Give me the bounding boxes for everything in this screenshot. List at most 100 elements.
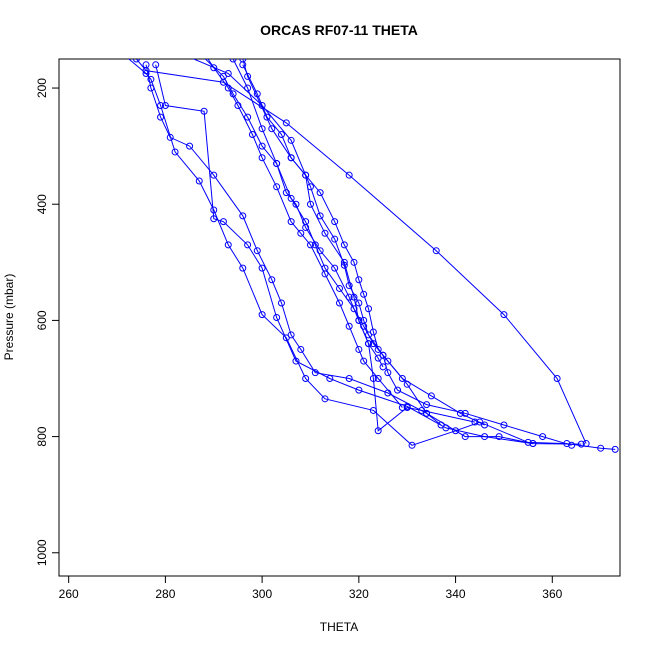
data-point [302,171,310,179]
data-point [210,171,218,179]
data-point [398,374,406,382]
series-10 [207,59,406,412]
data-point [539,433,547,441]
data-point [384,357,392,365]
series-line [128,59,616,450]
data-point [157,101,165,109]
data-point [500,421,508,429]
data-point [374,427,382,435]
series-8 [132,59,590,448]
data-point [306,241,314,249]
data-point [268,125,276,133]
data-point [374,345,382,353]
data-point [326,374,334,382]
data-point [321,229,329,237]
data-point [297,345,305,353]
series-line [242,64,485,426]
data-point [316,189,324,197]
series-line [242,59,476,432]
data-point [244,113,252,121]
data-point [224,241,232,249]
series-2 [142,61,585,448]
data-point [171,148,179,156]
data-point [403,404,411,412]
data-point [273,160,281,168]
data-point [331,264,339,272]
data-point [481,433,489,441]
x-tick-label: 280 [155,587,175,601]
data-point [461,433,469,441]
data-point [365,340,373,348]
data-point [345,374,353,382]
data-point [360,290,368,298]
x-tick-label: 260 [59,587,79,601]
x-axis: 260 280 300 320 340 360 [59,575,563,601]
y-tick-label: 600 [35,310,49,330]
y-tick-label: 200 [35,78,49,98]
data-point [427,392,435,400]
data-point [287,218,295,226]
data-point [369,374,377,382]
data-point [282,119,290,127]
chart-title: ORCAS RF07-11 THETA [260,22,418,38]
data-point [350,258,358,266]
data-point [195,177,203,185]
data-point [340,258,348,266]
plot-area-frame [58,58,621,577]
data-point [577,440,585,448]
data-point [321,395,329,403]
y-tick-label: 1000 [35,539,49,566]
data-point [553,374,561,382]
x-axis-label: THETA [320,620,358,634]
data-point [345,282,353,290]
data-point [302,223,310,231]
data-point [394,386,402,394]
data-point [166,133,174,141]
data-point [200,107,208,115]
y-tick-label: 400 [35,194,49,214]
data-point [384,369,392,377]
data-point [297,229,305,237]
series-3 [152,61,537,448]
data-point [306,200,314,208]
data-point [582,440,590,448]
data-point [268,276,276,284]
data-point [287,194,295,202]
data-point [244,72,252,80]
data-point [331,218,339,226]
data-point [403,380,411,388]
y-tick-label: 800 [35,426,49,446]
series-6 [239,61,489,429]
data-point [379,363,387,371]
data-point [132,59,140,63]
data-point [355,386,363,394]
data-point [263,113,271,121]
data-point [355,345,363,353]
data-point [311,241,319,249]
data-point [611,445,619,453]
data-point [273,314,281,321]
data-point [461,409,469,417]
data-point [481,421,489,429]
data-point [355,276,363,284]
series-7 [192,59,445,429]
series-line [207,59,403,408]
data-point [258,154,266,162]
x-tick-label: 360 [542,587,562,601]
data-point [287,331,295,339]
data-point [331,235,339,243]
data-point [418,406,426,414]
data-point [258,142,266,150]
series-1 [119,50,619,453]
data-point [273,183,281,191]
data-point [340,241,348,249]
y-axis-label: Pressure (mbar) [2,274,16,361]
data-point [119,50,125,56]
data-point [244,84,252,92]
data-point [350,305,358,313]
data-point [345,171,353,179]
data-point [210,64,218,72]
data-point [234,101,242,109]
data-point [365,305,373,313]
series-line [155,64,533,445]
